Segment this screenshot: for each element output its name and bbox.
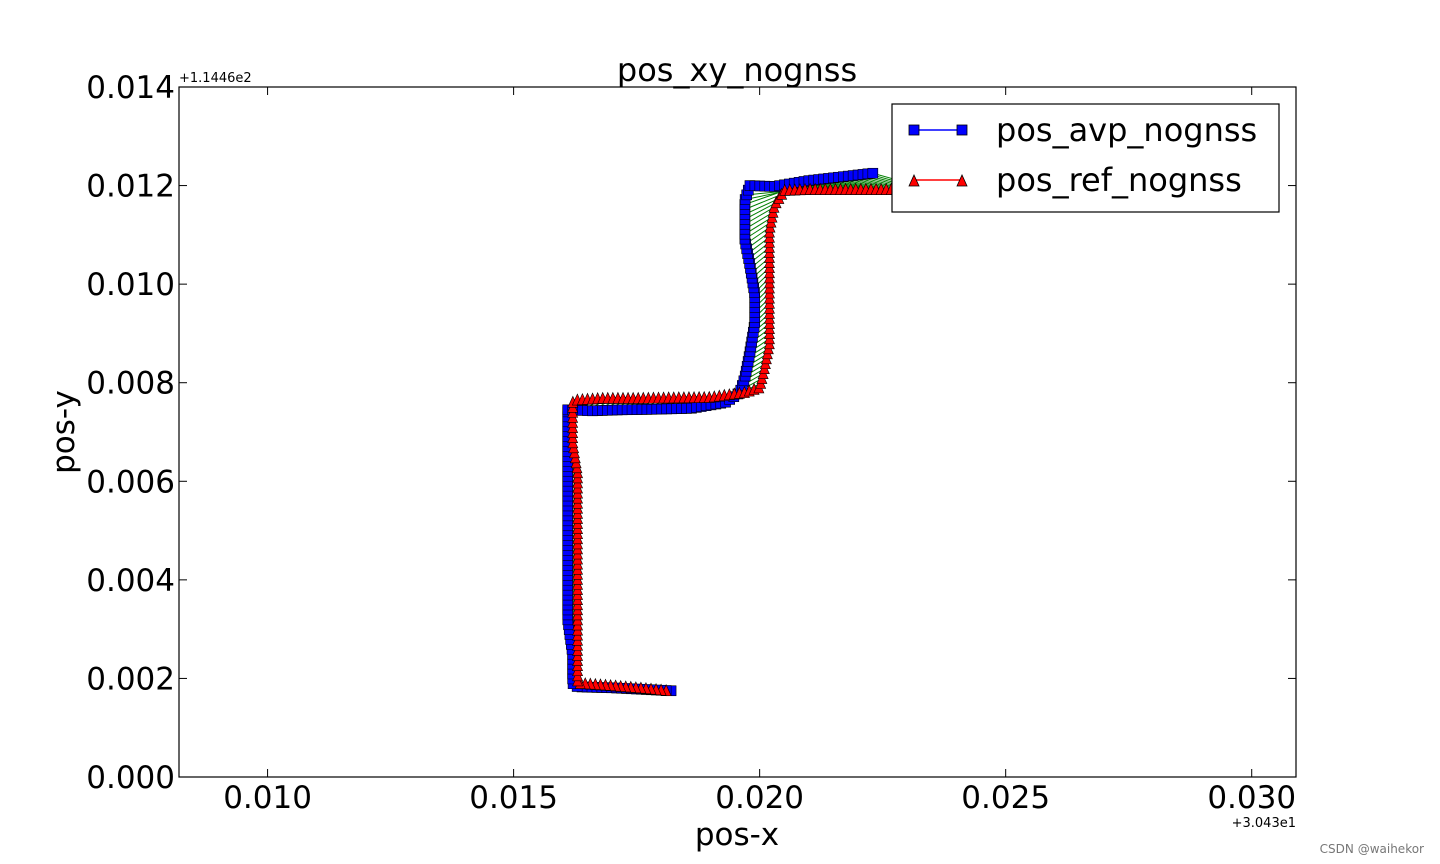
y-axis-label: pos-y <box>46 390 82 474</box>
y-tick-label: 0.012 <box>86 169 175 205</box>
x-offset-label: +3.043e1 <box>1232 816 1296 831</box>
y-tick-label: 0.002 <box>86 661 175 697</box>
watermark: CSDN @waihekor <box>1319 842 1424 856</box>
y-tick-label: 0.006 <box>86 464 175 500</box>
legend-label-avp: pos_avp_nognss <box>996 111 1257 149</box>
y-axis: 0.000 0.002 0.004 0.006 0.008 0.010 0.012 0.014 <box>86 70 1296 796</box>
connector-line <box>744 198 780 215</box>
x-tick-label: 0.015 <box>469 780 558 816</box>
series-layer <box>562 167 938 697</box>
x-axis: 0.010 0.015 0.020 0.025 0.030 <box>223 87 1296 816</box>
x-axis-label: pos-x <box>695 817 779 853</box>
y-tick-label: 0.014 <box>86 70 175 106</box>
legend-marker-avp-right <box>956 124 968 136</box>
y-tick-label: 0.004 <box>86 563 175 599</box>
connector-line <box>744 193 782 210</box>
x-tick-label: 0.010 <box>223 780 312 816</box>
legend-marker-ref-right <box>956 174 968 187</box>
legend-label-ref: pos_ref_nognss <box>996 161 1242 199</box>
legend-box <box>891 103 1280 213</box>
legend: pos_avp_nognss pos_ref_nognss <box>891 103 1280 213</box>
series-line-avp <box>566 172 873 692</box>
plot-frame <box>178 86 1297 778</box>
legend-marker-avp-left <box>908 124 920 136</box>
y-tick-label: 0.008 <box>86 366 175 402</box>
chart-title: pos_xy_nognss <box>617 51 857 89</box>
y-tick-label: 0.000 <box>86 760 175 796</box>
data-point-avp <box>867 167 879 179</box>
legend-marker-ref-left <box>908 174 920 187</box>
y-tick-label: 0.010 <box>86 267 175 303</box>
x-tick-label: 0.030 <box>1207 780 1296 816</box>
x-tick-label: 0.025 <box>961 780 1050 816</box>
y-offset-label: +1.1446e2 <box>179 71 252 86</box>
x-tick-label: 0.020 <box>715 780 804 816</box>
